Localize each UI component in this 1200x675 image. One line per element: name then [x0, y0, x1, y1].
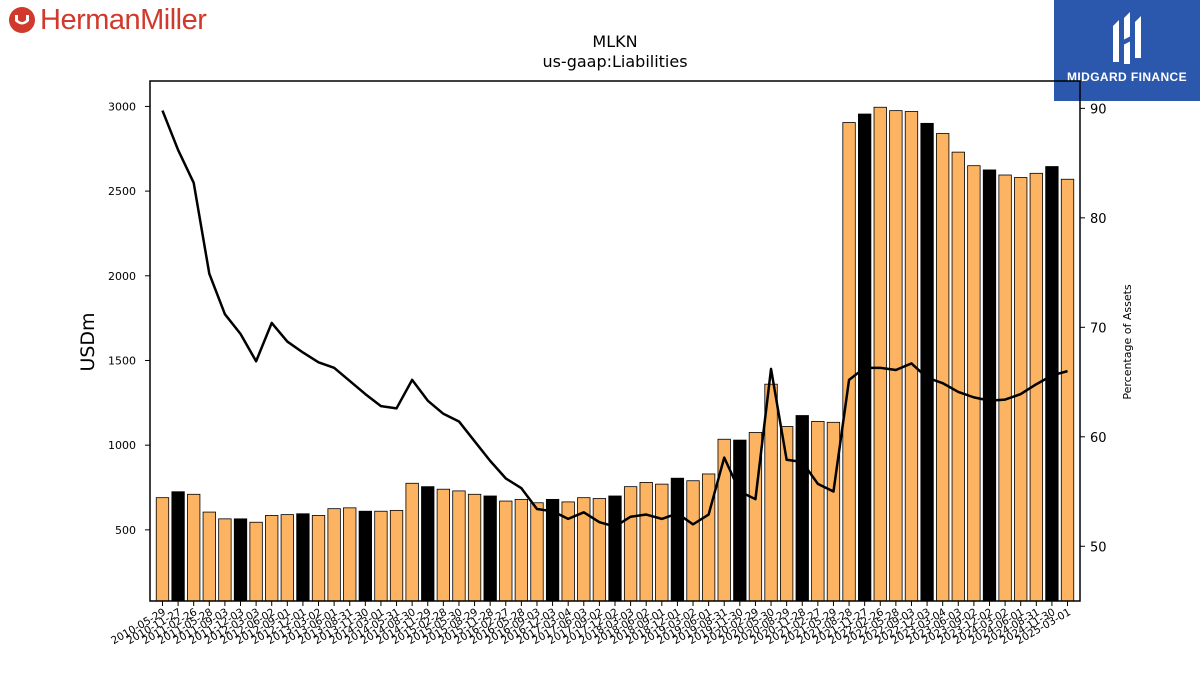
- y-tick-label: 2000: [108, 270, 136, 283]
- bar: [452, 490, 466, 602]
- bar: [171, 491, 185, 602]
- chart-title: MLKN: [592, 32, 638, 51]
- right-axis-ticks: 50 60 70 80 90: [1080, 102, 1107, 555]
- x-axis-ticks: 2010-05-292010-11-272011-02-262011-05-28…: [109, 601, 1073, 647]
- y-tick-label: 500: [115, 524, 136, 537]
- bar: [374, 510, 388, 602]
- bar: [873, 106, 887, 602]
- bar: [826, 421, 841, 602]
- bar: [795, 415, 809, 602]
- bar: [686, 480, 700, 602]
- bar: [467, 493, 482, 602]
- bar: [233, 518, 248, 602]
- bar: [967, 165, 981, 602]
- percentage-of-assets-line: [161, 110, 1068, 528]
- bar: [327, 508, 341, 602]
- bar-series: [155, 106, 1075, 602]
- right-tick-label: 60: [1090, 431, 1107, 446]
- bar: [405, 482, 419, 602]
- midgard-monogram-icon: [1113, 12, 1141, 64]
- bar: [655, 483, 669, 602]
- bar: [982, 169, 997, 602]
- bar: [639, 482, 653, 602]
- right-tick-label: 50: [1090, 540, 1107, 555]
- left-axis-ticks: 500 1000 1500 2000 2500 3000: [108, 100, 150, 537]
- bar: [920, 122, 934, 602]
- bar: [1060, 178, 1075, 602]
- y-tick-label: 1500: [108, 354, 136, 367]
- bar: [358, 510, 372, 602]
- y-tick-label: 2500: [108, 185, 136, 198]
- right-tick-label: 70: [1090, 321, 1107, 336]
- bar: [311, 515, 326, 602]
- bar: [733, 439, 747, 602]
- bar: [670, 477, 685, 602]
- bar: [858, 113, 872, 602]
- bar: [343, 507, 357, 602]
- y-tick-label: 3000: [108, 100, 136, 113]
- midgard-finance-wordmark: MIDGARD FINANCE: [1067, 70, 1187, 84]
- bar: [218, 518, 232, 602]
- right-tick-label: 90: [1090, 102, 1107, 117]
- bar: [499, 500, 513, 602]
- bar: [701, 473, 716, 602]
- bar: [842, 122, 856, 602]
- bar: [514, 498, 529, 602]
- bar: [811, 421, 825, 602]
- bar: [764, 383, 778, 602]
- right-tick-label: 80: [1090, 212, 1107, 227]
- bar: [717, 438, 731, 602]
- herman-miller-logo: HermanMiller: [8, 4, 207, 36]
- right-axis-label: Percentage of Assets: [1121, 284, 1134, 400]
- herman-miller-wordmark: HermanMiller: [40, 4, 207, 36]
- bar: [436, 488, 450, 602]
- bar: [249, 521, 263, 602]
- bar: [280, 514, 294, 602]
- bar: [889, 110, 903, 602]
- bar: [187, 493, 201, 602]
- bar: [155, 497, 170, 602]
- bar: [296, 513, 310, 602]
- bar: [530, 502, 544, 602]
- bar: [389, 509, 404, 602]
- midgard-finance-logo: MIDGARD FINANCE: [1054, 0, 1200, 101]
- bar: [1014, 177, 1028, 602]
- y-axis-label: USDm: [77, 312, 99, 371]
- bar: [951, 151, 965, 602]
- bar: [421, 486, 435, 602]
- y-tick-label: 1000: [108, 439, 136, 452]
- bar: [936, 133, 950, 602]
- bar: [202, 511, 216, 602]
- chart-subtitle: us-gaap:Liabilities: [542, 52, 688, 71]
- bar: [998, 174, 1012, 602]
- bar: [265, 515, 279, 602]
- bar: [608, 495, 622, 602]
- herman-miller-mark-icon: [9, 7, 35, 33]
- bar: [483, 495, 497, 602]
- bar: [623, 486, 638, 602]
- bar: [592, 498, 607, 602]
- bar: [1045, 166, 1059, 602]
- bar: [904, 111, 919, 602]
